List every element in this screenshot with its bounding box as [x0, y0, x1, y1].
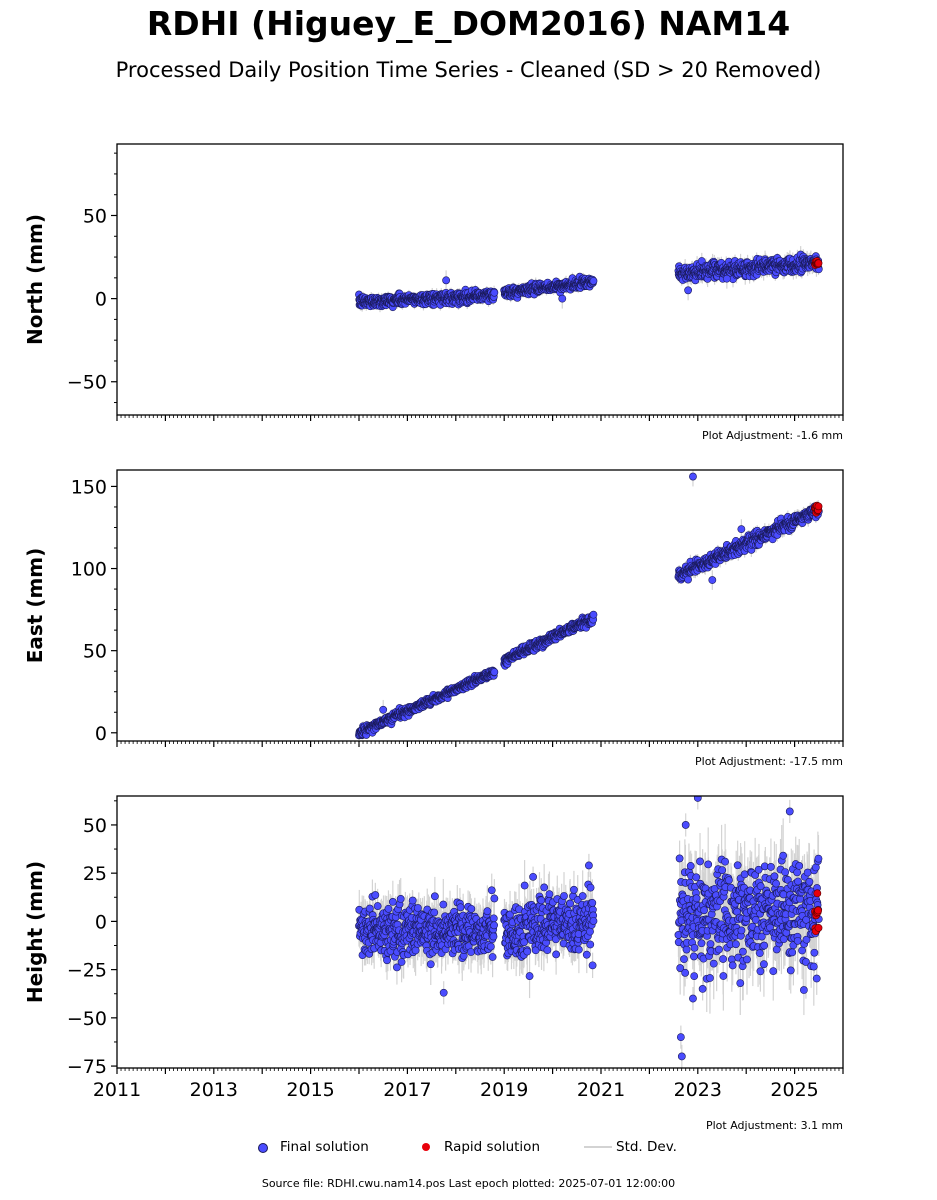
final-solution-point	[442, 276, 451, 285]
y-tick-label: 50	[83, 205, 107, 227]
final-solution-point	[722, 274, 731, 283]
y-tick-label: 0	[95, 289, 107, 311]
final-solution-point	[684, 575, 692, 584]
north-y-axis-label: North (mm)	[23, 214, 47, 345]
chart-subtitle: Processed Daily Position Time Series - C…	[115, 58, 822, 82]
final-solution-point	[490, 288, 499, 297]
rapid-solution-point	[814, 259, 823, 268]
y-tick-label: −50	[67, 372, 107, 394]
final-solution-point	[490, 668, 499, 676]
north-points	[355, 250, 823, 312]
final-solution-point	[589, 610, 598, 619]
chart-title: RDHI (Higuey_E_DOM2016) NAM14	[146, 4, 791, 43]
final-solution-point	[684, 286, 693, 295]
east-points	[355, 472, 823, 740]
final-solution-point	[558, 294, 567, 303]
north-panel: −50 0 50 North (mm)	[23, 143, 844, 421]
final-solution-point	[589, 277, 598, 285]
